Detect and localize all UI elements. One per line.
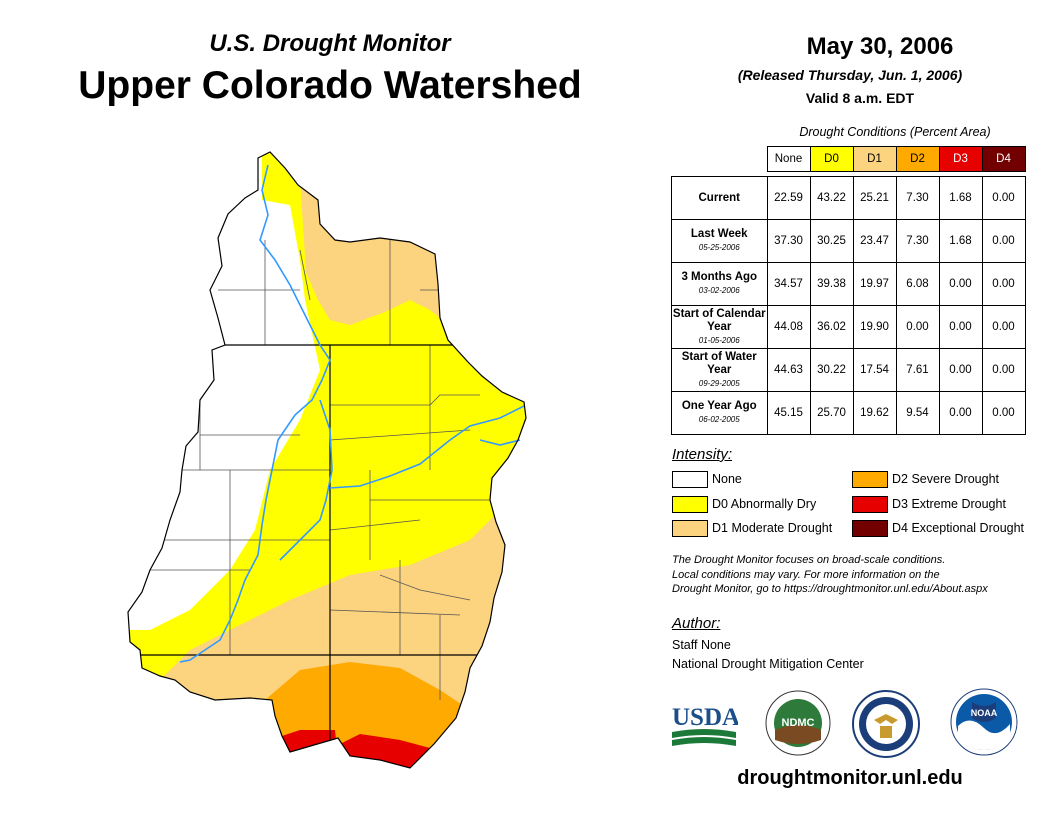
- author-label: Author:: [672, 615, 721, 632]
- cell: 44.08: [766, 305, 811, 349]
- table-caption: Drought Conditions (Percent Area): [799, 125, 991, 139]
- cell: 23.47: [852, 219, 897, 263]
- table-header-row: None D0 D1 D2 D3 D4: [672, 146, 1026, 172]
- cell: 7.30: [895, 176, 940, 220]
- valid-time: Valid 8 a.m. EDT: [805, 90, 915, 106]
- cell: 7.61: [895, 348, 940, 392]
- row-label: Start of Calendar Year 01-05-2006: [671, 305, 768, 349]
- cell: 30.25: [809, 219, 854, 263]
- row-label: Start of Water Year 09-29-2005: [671, 348, 768, 392]
- col-header-d2: D2: [895, 146, 940, 172]
- row-label: 3 Months Ago 03-02-2006: [671, 262, 768, 306]
- cell: 0.00: [981, 262, 1026, 306]
- col-header-d4: D4: [981, 146, 1026, 172]
- website-url[interactable]: droughtmonitor.unl.edu: [737, 767, 963, 789]
- cell: 9.54: [895, 391, 940, 435]
- row-label: One Year Ago 06-02-2005: [671, 391, 768, 435]
- cell: 1.68: [938, 176, 983, 220]
- cell: 45.15: [766, 391, 811, 435]
- d1-north-area: [300, 180, 440, 325]
- cell: 19.97: [852, 262, 897, 306]
- cell: 30.22: [809, 348, 854, 392]
- watershed-map: [127, 151, 527, 769]
- ndmc-logo: NDMC: [765, 690, 831, 756]
- noaa-logo: NOAA: [950, 688, 1018, 756]
- table-row: Start of Calendar Year 01-05-2006 44.08 3…: [671, 305, 1026, 349]
- table-row: Last Week 05-25-2006 37.30 30.25 23.47 7.…: [671, 219, 1026, 263]
- table-row: 3 Months Ago 03-02-2006 34.57 39.38 19.97…: [671, 262, 1026, 306]
- cell: 34.57: [766, 262, 811, 306]
- cell: 0.00: [938, 305, 983, 349]
- legend-swatch: [852, 520, 888, 537]
- author-org: National Drought Mitigation Center: [672, 657, 864, 671]
- rivers: [179, 164, 525, 663]
- author-name: Staff None: [672, 638, 731, 652]
- legend-swatch: [852, 471, 888, 488]
- row-label: Current: [671, 176, 768, 220]
- cell: 36.02: [809, 305, 854, 349]
- usda-logo: USDA: [672, 704, 738, 746]
- cell: 6.08: [895, 262, 940, 306]
- cell: 19.62: [852, 391, 897, 435]
- cell: 19.90: [852, 305, 897, 349]
- d3-area-east: [338, 734, 440, 768]
- legend-swatch: [672, 496, 708, 513]
- table-row: One Year Ago 06-02-2005 45.15 25.70 19.62…: [671, 391, 1026, 435]
- map-title: Upper Colorado Watershed: [78, 64, 582, 107]
- table-row: Start of Water Year 09-29-2005 44.63 30.2…: [671, 348, 1026, 392]
- cell: 25.70: [809, 391, 854, 435]
- legend-swatch: [672, 520, 708, 537]
- svg-text:USDA: USDA: [672, 704, 738, 731]
- cell: 0.00: [938, 391, 983, 435]
- cell: 0.00: [981, 305, 1026, 349]
- legend-swatch: [672, 471, 708, 488]
- row-label: Last Week 05-25-2006: [671, 219, 768, 263]
- svg-text:NOAA: NOAA: [971, 708, 998, 718]
- about-link-text: Drought Monitor, go to https://droughtmo…: [672, 583, 988, 596]
- cell: 0.00: [981, 348, 1026, 392]
- commerce-seal-logo: [852, 690, 920, 758]
- svg-text:NDMC: NDMC: [782, 717, 815, 729]
- cell: 0.00: [895, 305, 940, 349]
- legend-title: Intensity:: [672, 446, 733, 463]
- legend-swatch: [852, 496, 888, 513]
- col-header-d0: D0: [809, 146, 854, 172]
- cell: 0.00: [981, 176, 1026, 220]
- release-date: (Released Thursday, Jun. 1, 2006): [737, 67, 963, 83]
- cell: 37.30: [766, 219, 811, 263]
- drought-conditions-table: None D0 D1 D2 D3 D4 Current 22.59 43.22 …: [671, 146, 1026, 435]
- cell: 0.00: [981, 219, 1026, 263]
- cell: 17.54: [852, 348, 897, 392]
- d0-southwest-strip: [128, 612, 200, 660]
- cell: 39.38: [809, 262, 854, 306]
- disclaimer-note: The Drought Monitor focuses on broad-sca…: [672, 553, 1042, 597]
- cell: 22.59: [766, 176, 811, 220]
- col-header-d3: D3: [938, 146, 983, 172]
- col-header-none: None: [766, 146, 811, 172]
- d3-area-west: [270, 730, 338, 768]
- cell: 7.30: [895, 219, 940, 263]
- cell: 0.00: [981, 391, 1026, 435]
- cell: 1.68: [938, 219, 983, 263]
- cell: 0.00: [938, 262, 983, 306]
- cell: 44.63: [766, 348, 811, 392]
- county-boundaries: [150, 240, 500, 700]
- cell: 25.21: [852, 176, 897, 220]
- col-header-d1: D1: [852, 146, 897, 172]
- cell: 43.22: [809, 176, 854, 220]
- watershed-outline: [127, 151, 527, 769]
- map-date: May 30, 2006: [806, 33, 954, 60]
- cell: 0.00: [938, 348, 983, 392]
- map-subtitle: U.S. Drought Monitor: [209, 30, 451, 57]
- table-row: Current 22.59 43.22 25.21 7.30 1.68 0.00: [671, 176, 1026, 220]
